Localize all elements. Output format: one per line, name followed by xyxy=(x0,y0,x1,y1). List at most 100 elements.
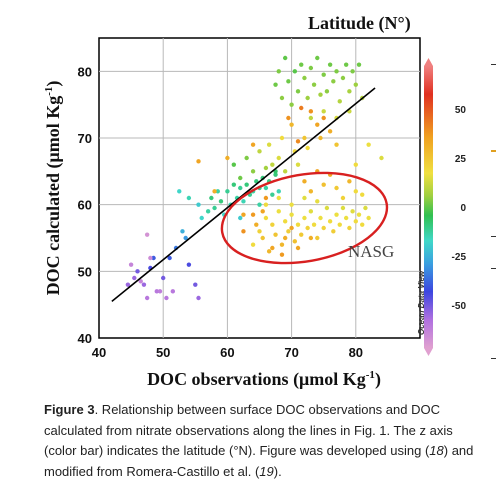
data-point xyxy=(209,195,214,201)
data-point xyxy=(254,222,259,227)
data-point xyxy=(180,229,185,234)
data-point xyxy=(241,212,246,217)
data-point xyxy=(205,209,211,214)
data-point xyxy=(212,205,217,211)
data-point xyxy=(343,215,349,221)
data-point xyxy=(308,115,314,121)
data-point xyxy=(263,165,269,171)
data-point xyxy=(193,282,198,287)
data-point xyxy=(276,155,281,161)
data-point xyxy=(279,252,285,257)
data-point xyxy=(266,249,272,254)
scatter-points xyxy=(125,55,384,301)
data-point xyxy=(141,282,147,287)
data-point xyxy=(318,215,323,221)
data-point xyxy=(337,222,342,227)
data-point xyxy=(244,155,249,161)
data-point xyxy=(167,255,172,261)
data-point xyxy=(157,289,163,294)
data-point xyxy=(196,295,201,301)
data-point xyxy=(225,155,230,161)
data-point xyxy=(334,212,339,217)
data-point xyxy=(270,162,275,167)
data-point xyxy=(353,189,358,194)
data-point xyxy=(334,142,339,147)
data-point xyxy=(125,282,131,287)
data-point xyxy=(356,212,362,217)
data-point xyxy=(177,189,182,194)
data-point xyxy=(305,145,310,151)
data-point xyxy=(340,75,346,81)
data-point xyxy=(276,209,281,214)
data-point xyxy=(270,192,275,197)
data-point xyxy=(225,189,230,194)
data-point xyxy=(302,179,307,184)
data-point xyxy=(144,295,150,301)
x-tick-label: 80 xyxy=(349,345,363,360)
data-point xyxy=(186,262,192,267)
colorbar-tick-labels: 50 25 0 -25 -50 xyxy=(452,105,467,312)
data-point xyxy=(363,205,368,211)
data-point xyxy=(170,289,176,294)
data-point xyxy=(321,109,326,114)
data-point xyxy=(289,102,294,107)
data-point xyxy=(199,215,204,221)
y-tick-label: 50 xyxy=(78,264,92,279)
data-point xyxy=(327,129,333,134)
edge-mark-5 xyxy=(491,358,496,359)
data-point xyxy=(263,185,269,191)
x-axis-label: DOC observations (μmol Kg-1) xyxy=(147,369,381,390)
data-point xyxy=(321,225,326,231)
data-point xyxy=(343,62,349,67)
data-point xyxy=(238,215,243,221)
data-point xyxy=(292,69,298,74)
figure-caption: Figure 3. Relationship between surface D… xyxy=(44,400,484,482)
data-point xyxy=(260,235,265,241)
data-point xyxy=(366,142,371,147)
data-point xyxy=(324,89,330,94)
data-point xyxy=(340,195,346,201)
data-point xyxy=(231,182,237,187)
data-point xyxy=(305,225,310,231)
data-point xyxy=(186,195,192,201)
data-point xyxy=(238,185,243,191)
data-point xyxy=(266,142,272,147)
data-point xyxy=(250,169,256,174)
data-point xyxy=(250,242,256,247)
data-point xyxy=(289,225,294,231)
data-point xyxy=(327,219,333,224)
data-point xyxy=(161,275,166,281)
data-point xyxy=(334,69,339,74)
data-point xyxy=(148,255,153,261)
data-point xyxy=(324,205,330,211)
data-point xyxy=(282,55,288,61)
data-point xyxy=(315,199,320,204)
chart-title: Latitude (N°) xyxy=(308,13,411,34)
data-point xyxy=(350,209,355,214)
data-point xyxy=(270,222,275,227)
data-point xyxy=(218,199,224,204)
y-axis-label: DOC calculated (μmol Kg-1) xyxy=(43,81,64,296)
data-point xyxy=(263,202,269,207)
data-point xyxy=(282,235,288,241)
data-point xyxy=(295,222,301,227)
data-point xyxy=(289,212,294,217)
data-point xyxy=(260,209,265,214)
x-tick-label: 40 xyxy=(92,345,106,360)
caption-ref-2: 19 xyxy=(259,463,274,479)
ocean-data-view-watermark: Ocean Data View xyxy=(417,270,426,335)
data-point xyxy=(215,189,220,194)
data-point xyxy=(353,162,358,167)
data-point xyxy=(128,262,134,267)
y-tick-label: 60 xyxy=(78,198,92,213)
data-point xyxy=(250,212,256,217)
data-point xyxy=(347,225,352,231)
colorbar-bottom-cap xyxy=(424,348,433,356)
data-point xyxy=(299,232,304,237)
data-point xyxy=(308,65,314,71)
data-point xyxy=(286,79,291,84)
colorbar-tick-label: -50 xyxy=(452,301,467,312)
data-point xyxy=(305,95,310,101)
data-point xyxy=(289,202,294,207)
data-point xyxy=(273,82,278,87)
